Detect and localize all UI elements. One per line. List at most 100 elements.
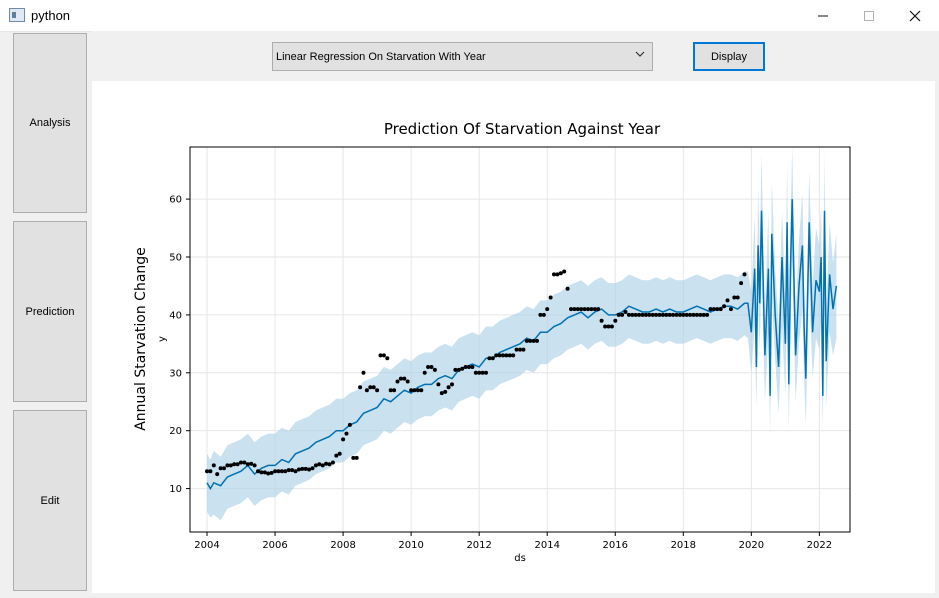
x-tick-label: 2020 [739,540,764,551]
data-point [606,324,611,329]
x-tick-label: 2014 [534,540,559,551]
data-point [569,307,573,312]
data-point [388,388,393,393]
data-point [623,310,628,314]
data-point [684,312,689,317]
data-point [501,353,505,358]
data-point [480,370,485,375]
data-point [456,367,461,372]
data-point [395,379,400,384]
data-point [215,472,220,477]
data-point [562,269,567,274]
close-button[interactable] [892,0,938,31]
data-point [742,272,747,277]
data-point [303,466,308,471]
data-point [371,385,376,390]
data-point [643,312,648,317]
plot-area: 2004 2006 2008 2010 2012 2014 2016 2018 2020 2022… [92,81,935,593]
data-point [269,470,274,475]
data-point [262,470,267,475]
data-point [398,376,403,381]
data-point [361,370,366,375]
data-point [572,307,577,312]
data-point [290,468,295,473]
data-point [637,312,642,317]
data-point [477,370,482,375]
y-tick-label: 10 [169,484,182,495]
data-point [541,312,546,317]
data-point [626,312,631,317]
data-point [327,462,332,467]
data-point [463,365,468,369]
data-point [732,295,737,300]
y-tick-label: 40 [169,310,182,321]
data-point [296,467,301,472]
analysis-button[interactable]: Analysis [13,33,87,213]
data-point [446,385,451,390]
data-point [310,466,315,471]
data-point [647,312,652,317]
data-point [351,455,356,460]
data-point [694,312,699,317]
data-point [674,312,679,317]
prediction-button[interactable]: Prediction [13,221,87,402]
data-point [538,312,543,317]
data-point [552,272,556,277]
data-point [708,307,713,312]
data-point [205,469,209,474]
x-tick-label: 2004 [194,540,219,551]
y-axis-ticks: 10 20 30 40 50 60 [169,195,190,495]
observed-points [205,269,747,477]
data-point [211,463,216,468]
x-axis-label: ds [514,553,526,564]
data-point [671,312,676,317]
data-point [313,463,318,468]
data-point [320,463,325,468]
analysis-dropdown[interactable]: Linear Regression On Starvation With Yea… [272,42,653,71]
data-point [507,353,512,358]
data-point [630,312,635,317]
data-point [582,307,587,312]
data-point [344,431,349,436]
data-point [405,379,410,384]
data-point [599,318,604,323]
x-tick-label: 2022 [807,540,832,551]
y-tick-label: 30 [169,368,182,379]
chart-title: Prediction Of Starvation Against Year [384,120,661,138]
data-point [439,391,444,396]
minimize-button[interactable] [800,0,846,31]
data-point [218,466,223,471]
data-point [307,467,312,472]
x-tick-label: 2016 [603,540,628,551]
data-point [470,365,475,369]
data-point [705,312,710,317]
data-point [286,468,291,473]
maximize-button[interactable] [846,0,892,31]
title-bar: python [0,0,939,32]
edit-button[interactable]: Edit [13,410,87,591]
data-point [330,460,335,465]
data-point [276,469,281,474]
data-point [735,295,740,300]
data-point [245,462,250,467]
y-axis-outer-label: Annual Starvation Change [133,247,149,431]
display-button[interactable]: Display [693,42,765,71]
data-point [256,469,260,474]
data-point [422,370,427,375]
data-point [558,271,563,276]
data-point [728,307,733,312]
data-point [266,471,271,476]
data-point [555,272,560,277]
data-point [545,307,550,312]
data-point [235,462,240,467]
data-point [575,307,580,312]
x-tick-label: 2018 [671,540,696,551]
data-point [677,312,682,317]
data-point [511,353,516,358]
data-point [337,451,342,456]
data-point [667,312,672,317]
data-point [300,466,305,471]
data-point [616,312,621,317]
dropdown-selected-value: Linear Regression On Starvation With Yea… [276,51,486,63]
chevron-down-icon [635,51,645,57]
